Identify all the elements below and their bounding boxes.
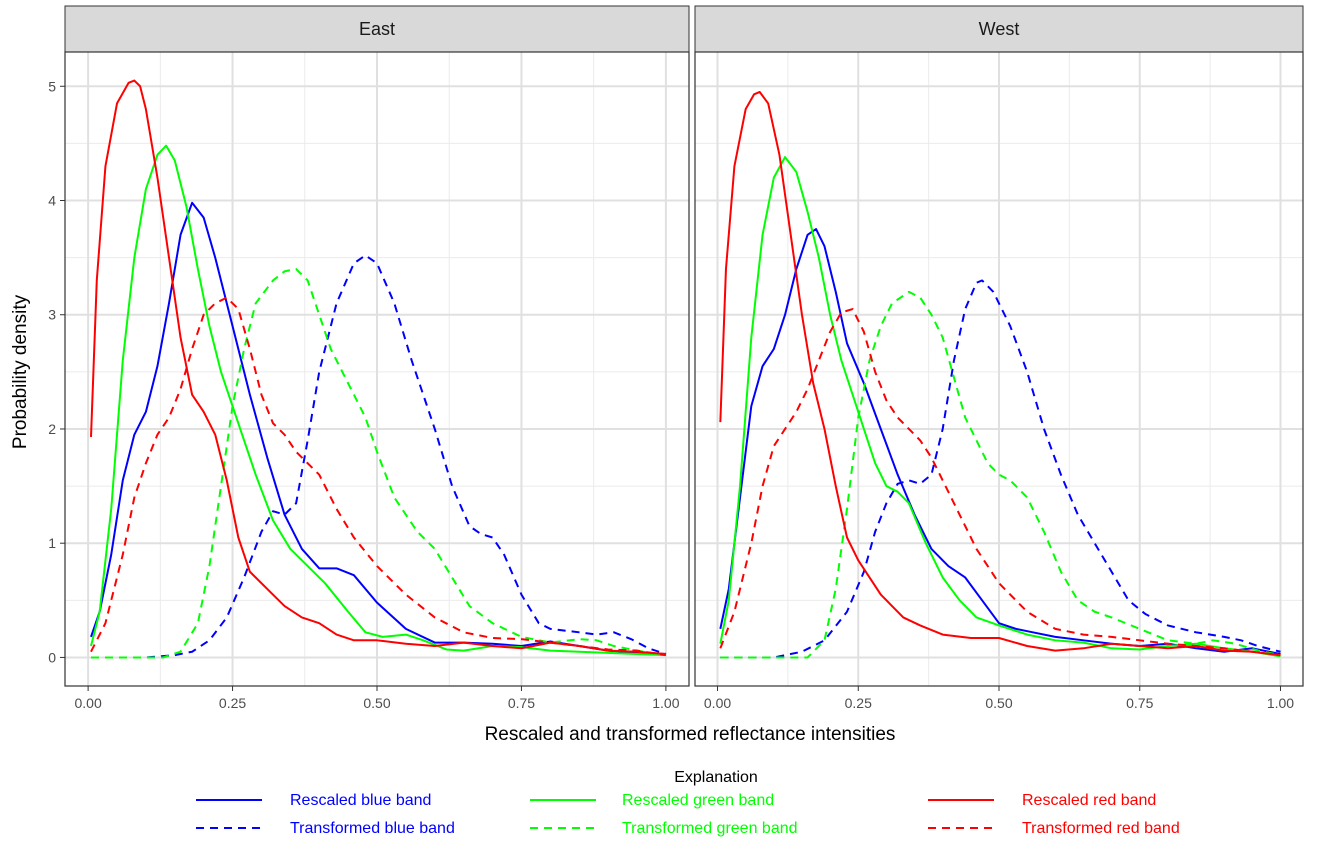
series-line-transformed-blue-band xyxy=(720,279,1281,659)
strip-background xyxy=(64,5,690,53)
x-tick-label: 0.50 xyxy=(985,695,1012,711)
legend: Explanation Rescaled blue band Transforme… xyxy=(196,769,1180,837)
strip-background xyxy=(694,5,1304,53)
panel-west: West 0.00 0.25 0.50 0.75 1.00 xyxy=(694,5,1304,711)
y-tick-label: 4 xyxy=(48,193,56,209)
x-tick-label: 0.75 xyxy=(1126,695,1153,711)
series-line-transformed-red-band xyxy=(90,296,667,657)
legend-label: Transformed green band xyxy=(622,820,798,837)
series-line-transformed-green-band xyxy=(720,290,1281,659)
legend-label: Rescaled red band xyxy=(1022,792,1156,809)
legend-item-transformed-blue-band: Transformed blue band xyxy=(196,820,455,837)
legend-item-transformed-red-band: Transformed red band xyxy=(928,820,1180,837)
x-axis: 0.00 0.25 0.50 0.75 1.00 xyxy=(704,686,1294,711)
panel-title: East xyxy=(359,19,395,39)
legend-item-rescaled-blue-band: Rescaled blue band xyxy=(196,792,431,809)
legend-label: Rescaled blue band xyxy=(290,792,431,809)
y-tick-label: 2 xyxy=(48,421,56,437)
x-tick-label: 0.00 xyxy=(704,695,731,711)
legend-title: Explanation xyxy=(674,769,758,786)
legend-label: Transformed blue band xyxy=(290,820,455,837)
axis-titles: Rescaled and transformed reflectance int… xyxy=(10,294,895,745)
x-axis: 0.00 0.25 0.50 0.75 1.00 xyxy=(74,686,680,711)
y-tick-label: 3 xyxy=(48,307,56,323)
series-line-rescaled-green-band xyxy=(719,156,1281,658)
series-line-rescaled-red-band xyxy=(719,90,1281,657)
x-axis-title: Rescaled and transformed reflectance int… xyxy=(485,724,896,745)
series-line-transformed-green-band xyxy=(91,268,667,659)
legend-label: Transformed red band xyxy=(1022,820,1180,837)
panel-east: East 0.00 0.25 0.50 0.75 1.00 0 1 2 3 4 5 xyxy=(48,5,690,711)
y-tick-label: 0 xyxy=(48,649,56,665)
legend-item-transformed-green-band: Transformed green band xyxy=(530,820,798,837)
series-line-rescaled-blue-band xyxy=(90,201,666,656)
gridlines xyxy=(65,52,689,686)
series-line-rescaled-red-band xyxy=(90,79,666,656)
legend-item-rescaled-green-band: Rescaled green band xyxy=(530,792,774,809)
gridlines xyxy=(695,52,1303,686)
x-tick-label: 0.50 xyxy=(363,695,390,711)
series-line-transformed-red-band xyxy=(719,308,1281,657)
x-tick-label: 0.25 xyxy=(845,695,872,711)
y-axis-title: Probability density xyxy=(10,294,31,449)
series-group xyxy=(90,79,667,659)
series-line-transformed-blue-band xyxy=(91,254,667,659)
legend-item-rescaled-red-band: Rescaled red band xyxy=(928,792,1156,809)
x-tick-label: 0.00 xyxy=(74,695,101,711)
x-tick-label: 1.00 xyxy=(652,695,679,711)
y-tick-label: 1 xyxy=(48,535,56,551)
x-tick-label: 0.75 xyxy=(508,695,535,711)
series-group xyxy=(719,90,1281,659)
x-tick-label: 1.00 xyxy=(1267,695,1294,711)
legend-label: Rescaled green band xyxy=(622,792,774,809)
panel-title: West xyxy=(979,19,1020,39)
y-tick-label: 5 xyxy=(48,78,56,94)
y-axis: 0 1 2 3 4 5 xyxy=(48,78,65,665)
x-tick-label: 0.25 xyxy=(219,695,246,711)
